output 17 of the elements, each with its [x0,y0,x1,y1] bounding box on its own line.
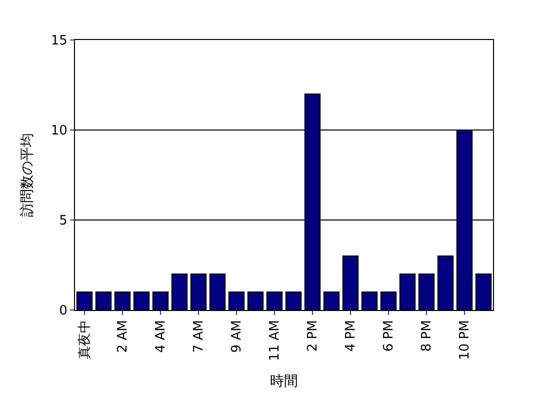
x-tick-label: 2 AM [116,320,131,353]
x-tick-label: 2 PM [306,320,321,352]
y-tick-label: 5 [59,214,68,229]
y-tick-label: 0 [59,304,68,319]
x-tick-label: 4 AM [154,320,169,353]
x-tick-label: 4 PM [344,320,359,352]
x-tick-label: 9 AM [230,320,245,353]
y-tick-label: 10 [50,124,68,139]
x-tick-label: 7 AM [192,320,207,353]
x-tick-label: 6 PM [382,320,397,352]
y-tick-label: 15 [50,34,68,49]
x-tick-label: 10 PM [458,320,473,360]
y-axis-title: 訪問数の平均 [19,133,36,217]
x-tick-label: 真夜中 [76,320,93,360]
x-tick-label: 8 PM [420,320,435,352]
x-axis-title: 時間 [270,373,298,390]
x-tick-label: 11 AM [268,320,283,361]
